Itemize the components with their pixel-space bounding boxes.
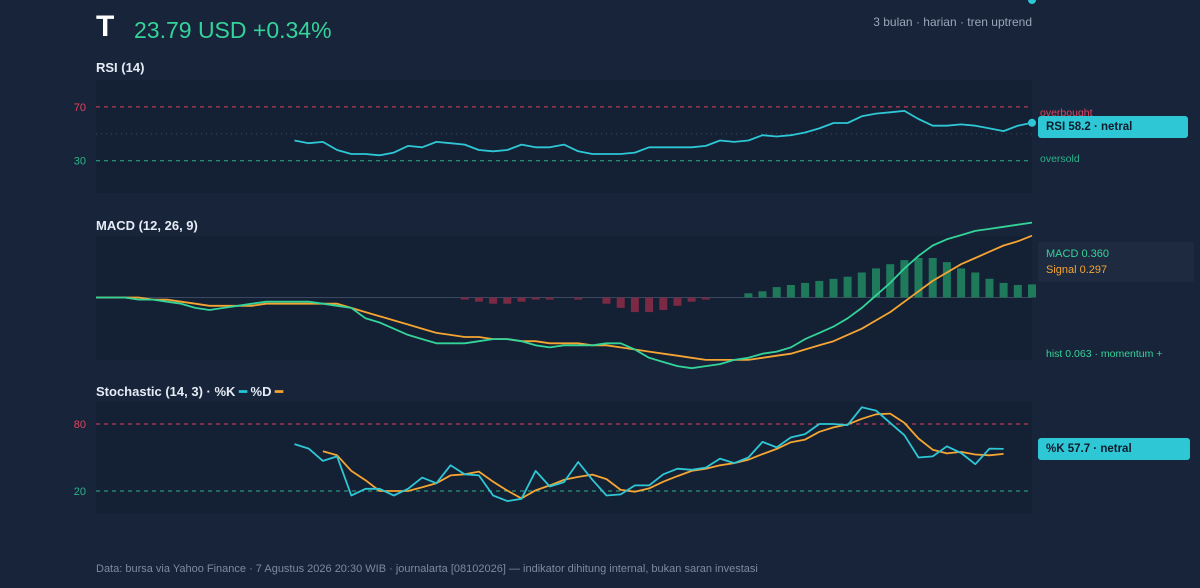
macd-hist-bar-neg-38: [630, 297, 639, 313]
macd-hist-bar-pos-63: [985, 278, 994, 298]
macd-hist-bar-pos-65: [1013, 285, 1022, 298]
d-legend-label: %D: [250, 384, 272, 399]
macd-hist-bar-neg-42: [687, 297, 696, 302]
macd-hist-bar-pos-55: [872, 268, 880, 298]
price-quote: 23.79 USD +0.34%: [134, 17, 332, 43]
macd-hist-bar-neg-27: [474, 297, 483, 302]
macd-hist-bar-pos-50: [801, 282, 810, 298]
rsi-tick-30: 30: [74, 156, 86, 168]
macd-hist-bar-pos-56: [886, 264, 895, 298]
macd-hist-bar-pos-57: [900, 260, 909, 298]
rsi-panel: [96, 80, 1032, 193]
stoch-tick-20: 20: [74, 486, 86, 498]
signal-line: [96, 234, 1033, 361]
macd-hist-bar-pos-47: [758, 291, 767, 298]
stoch-tick-80: 80: [74, 419, 86, 431]
macd-legend-box: MACD 0.360 Signal 0.297: [1038, 242, 1194, 282]
stoch-title: Stochastic (14, 3) · %K ━ %D ━: [96, 384, 283, 400]
rsi-value-tag: RSI 58.2 · netral: [1038, 116, 1188, 138]
stoch-title-text: Stochastic (14, 3) · %K: [96, 384, 236, 399]
chart-meta: 3 bulan · harian · tren uptrend: [873, 15, 1032, 29]
macd-hist-bar-neg-43: [701, 297, 710, 300]
macd-hist-bar-pos-59: [928, 258, 937, 298]
macd-hist-bar-pos-51: [815, 280, 824, 298]
hist-label: hist 0.063 · momentum +: [1046, 348, 1163, 360]
macd-hist-bar-pos-48: [772, 287, 781, 298]
macd-hist-bar-pos-58: [914, 258, 923, 298]
stoch-last-point: [1028, 0, 1036, 4]
macd-hist-bar-pos-62: [971, 272, 980, 298]
macd-hist-bar-neg-30: [517, 297, 526, 302]
macd-hist-bar-neg-29: [503, 297, 512, 304]
stoch-k-line: [294, 406, 1004, 502]
rsi-tick-70: 70: [74, 102, 86, 114]
macd-title: MACD (12, 26, 9): [96, 218, 198, 233]
macd-hist-bar-pos-66: [1028, 284, 1036, 298]
rsi-title: RSI (14): [96, 60, 145, 75]
macd-hist-bar-neg-34: [574, 297, 583, 300]
macd-value: MACD 0.360: [1046, 248, 1109, 260]
macd-line: [96, 221, 1033, 370]
macd-hist-bar-neg-39: [645, 297, 654, 313]
macd-hist-bar-pos-60: [942, 262, 951, 298]
stoch-panel: [96, 402, 1032, 514]
macd-hist-bar-neg-37: [616, 297, 625, 308]
macd-hist-bar-neg-41: [673, 297, 682, 306]
rsi-last-point: [1028, 118, 1036, 127]
k-legend-swatch: ━: [239, 384, 247, 399]
signal-value: Signal 0.297: [1046, 264, 1108, 276]
macd-hist-bar-pos-52: [829, 278, 838, 298]
macd-hist-bar-neg-40: [659, 297, 668, 310]
macd-hist-bar-neg-32: [545, 297, 554, 300]
footer-source: Data: bursa via Yahoo Finance · 7 Agustu…: [96, 563, 758, 575]
macd-hist-bar-neg-28: [489, 297, 498, 304]
macd-hist-bar-neg-26: [460, 297, 469, 300]
macd-hist-bar-neg-36: [602, 297, 611, 304]
rsi-line: [294, 110, 1033, 157]
macd-hist-bar-pos-54: [857, 272, 866, 298]
oversold-label: oversold: [1040, 153, 1080, 165]
d-legend-swatch: ━: [275, 384, 283, 399]
macd-hist-bar-pos-49: [786, 285, 795, 298]
macd-hist-bar-pos-46: [744, 293, 753, 298]
macd-hist-bar-pos-61: [957, 268, 966, 298]
macd-hist-bar-pos-64: [999, 282, 1008, 298]
stoch-value-tag: %K 57.7 · netral: [1038, 438, 1190, 460]
macd-hist-bar-pos-53: [843, 276, 852, 298]
ticker-symbol: T: [96, 10, 115, 43]
macd-hist-bar-neg-31: [531, 297, 540, 300]
